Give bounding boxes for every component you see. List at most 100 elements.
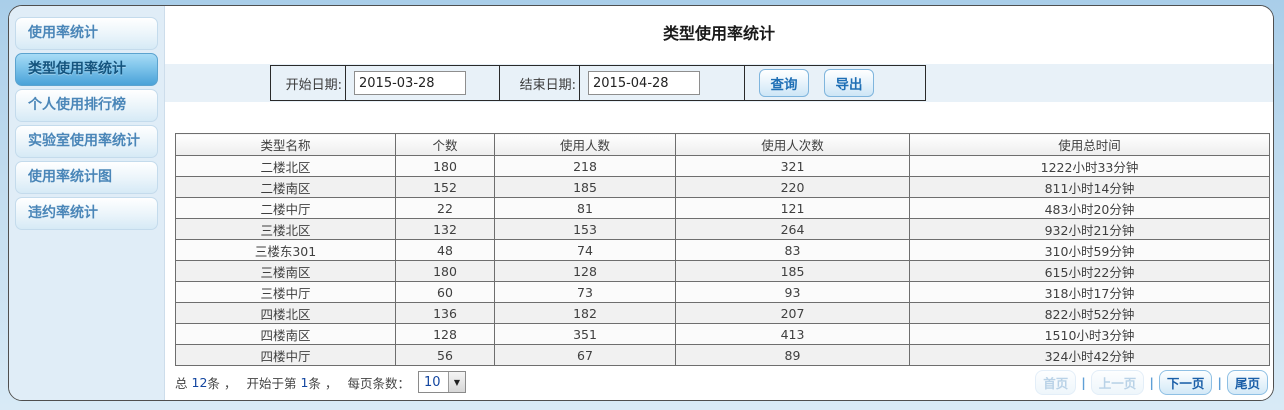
- table-cell: 185: [675, 260, 910, 282]
- table-cell: 220: [675, 176, 910, 198]
- table-row: 二楼南区 152 185 220 811小时14分钟: [175, 176, 1270, 198]
- table-cell: 60: [395, 281, 495, 303]
- table-cell: 93: [675, 281, 910, 303]
- table-cell: 153: [494, 218, 676, 240]
- start-date-input[interactable]: [354, 71, 466, 95]
- table-cell: 83: [675, 239, 910, 261]
- table-cell: 318小时17分钟: [909, 281, 1270, 303]
- table-row: 三楼南区 180 128 185 615小时22分钟: [175, 260, 1270, 282]
- query-button[interactable]: 查询: [759, 69, 809, 97]
- end-date-label: 结束日期:: [500, 66, 580, 100]
- start-unit: 条: [308, 375, 321, 391]
- end-date-cell: [580, 66, 745, 100]
- table-cell: 185: [494, 176, 676, 198]
- table-cell: 152: [395, 176, 495, 198]
- form-buttons-cell: 查询 导出: [745, 66, 925, 100]
- table-cell: 324小时42分钟: [909, 344, 1270, 366]
- table-row: 三楼东301 48 74 83 310小时59分钟: [175, 239, 1270, 261]
- sidebar-item[interactable]: 类型使用率统计: [15, 53, 158, 86]
- column-header: 使用人次数: [675, 133, 910, 156]
- start-label: 开始于第: [246, 375, 297, 391]
- table-cell: 二楼南区: [175, 176, 396, 198]
- table-cell: 128: [395, 323, 495, 345]
- sidebar-item[interactable]: 实验室使用率统计: [15, 125, 158, 158]
- table-cell: 128: [494, 260, 676, 282]
- table-cell: 48: [395, 239, 495, 261]
- sidebar-menu: 使用率统计 类型使用率统计 个人使用排行榜 实验室使用率统计 使用率统计图 违约率统计: [9, 6, 165, 400]
- table-cell: 483小时20分钟: [909, 197, 1270, 219]
- main-window: 使用率统计 类型使用率统计 个人使用排行榜 实验室使用率统计 使用率统计图 违约率统计 类…: [8, 5, 1274, 401]
- table-cell: 81: [494, 197, 676, 219]
- total-unit: 条: [207, 375, 220, 391]
- table-cell: 207: [675, 302, 910, 324]
- sidebar-item[interactable]: 个人使用排行榜: [15, 89, 158, 122]
- table-row: 三楼北区 132 153 264 932小时21分钟: [175, 218, 1270, 240]
- start-count: 1: [300, 374, 309, 390]
- table-cell: 615小时22分钟: [909, 260, 1270, 282]
- start-date-label: 开始日期:: [271, 66, 346, 100]
- table-cell: 321: [675, 155, 910, 177]
- table-cell: 22: [395, 197, 495, 219]
- table-cell: 二楼北区: [175, 155, 396, 177]
- page-size-select[interactable]: 10 ▼: [417, 371, 466, 393]
- table-cell: 932小时21分钟: [909, 218, 1270, 240]
- table-cell: 132: [395, 218, 495, 240]
- table-cell: 413: [675, 323, 910, 345]
- table-cell: 74: [494, 239, 676, 261]
- first-page-button[interactable]: 首页: [1035, 369, 1077, 395]
- table-cell: 56: [395, 344, 495, 366]
- content-area: 类型使用率统计 开始日期: 结束日期: 查询 导出: [165, 6, 1273, 400]
- pager-separator: |: [1081, 374, 1086, 390]
- table-header-row: 类型名称 个数 使用人数 使用人次数 使用总时间: [175, 133, 1270, 156]
- table-row: 二楼北区 180 218 321 1222小时33分钟: [175, 155, 1270, 177]
- table-cell: 811小时14分钟: [909, 176, 1270, 198]
- table-row: 四楼中厅 56 67 89 324小时42分钟: [175, 344, 1270, 366]
- pager-separator: |: [1217, 374, 1222, 390]
- column-header: 使用人数: [494, 133, 676, 156]
- page-size-label: 每页条数：: [347, 375, 410, 391]
- sidebar-item[interactable]: 违约率统计: [15, 197, 158, 230]
- sidebar-item[interactable]: 使用率统计图: [15, 161, 158, 194]
- search-form: 开始日期: 结束日期: 查询 导出: [270, 65, 926, 101]
- table-cell: 136: [395, 302, 495, 324]
- pagination-bar: 总 12 条 ， 开始于第 1 条 ， 每页条数： 10 ▼ 首页 | 上一页 …: [175, 369, 1268, 395]
- comma: ，: [324, 375, 338, 391]
- table-cell: 264: [675, 218, 910, 240]
- next-page-button[interactable]: 下一页: [1158, 369, 1213, 395]
- table-cell: 73: [494, 281, 676, 303]
- last-page-button[interactable]: 尾页: [1226, 369, 1268, 395]
- table-row: 四楼南区 128 351 413 1510小时3分钟: [175, 323, 1270, 345]
- table-row: 二楼中厅 22 81 121 483小时20分钟: [175, 197, 1270, 219]
- table-cell: 四楼南区: [175, 323, 396, 345]
- column-header: 类型名称: [175, 133, 396, 156]
- table-cell: 180: [395, 155, 495, 177]
- export-button[interactable]: 导出: [824, 69, 874, 97]
- column-header: 使用总时间: [909, 133, 1270, 156]
- table-cell: 89: [675, 344, 910, 366]
- sidebar-item[interactable]: 使用率统计: [15, 17, 158, 50]
- table-row: 四楼北区 136 182 207 822小时52分钟: [175, 302, 1270, 324]
- table-cell: 三楼南区: [175, 260, 396, 282]
- prev-page-button[interactable]: 上一页: [1090, 369, 1145, 395]
- page-title: 类型使用率统计: [662, 24, 775, 43]
- end-date-input[interactable]: [588, 71, 700, 95]
- search-form-band: 开始日期: 结束日期: 查询 导出: [165, 64, 1273, 102]
- table-cell: 四楼中厅: [175, 344, 396, 366]
- page-size-value: 10: [423, 374, 441, 390]
- total-count: 12: [191, 374, 208, 390]
- pagination-buttons: 首页 | 上一页 | 下一页 | 尾页: [1035, 369, 1268, 395]
- table-cell: 1510小时3分钟: [909, 323, 1270, 345]
- table-cell: 351: [494, 323, 676, 345]
- chevron-down-icon: ▼: [447, 372, 465, 392]
- start-date-cell: [346, 66, 500, 100]
- table-body: 二楼北区 180 218 321 1222小时33分钟 二楼南区 152 185 220 811小…: [175, 155, 1270, 366]
- total-label: 总: [175, 375, 188, 391]
- table-cell: 310小时59分钟: [909, 239, 1270, 261]
- pager-separator: |: [1149, 374, 1154, 390]
- comma: ，: [223, 375, 237, 391]
- table-cell: 三楼中厅: [175, 281, 396, 303]
- table-cell: 67: [494, 344, 676, 366]
- table-cell: 182: [494, 302, 676, 324]
- table-cell: 822小时52分钟: [909, 302, 1270, 324]
- table-cell: 四楼北区: [175, 302, 396, 324]
